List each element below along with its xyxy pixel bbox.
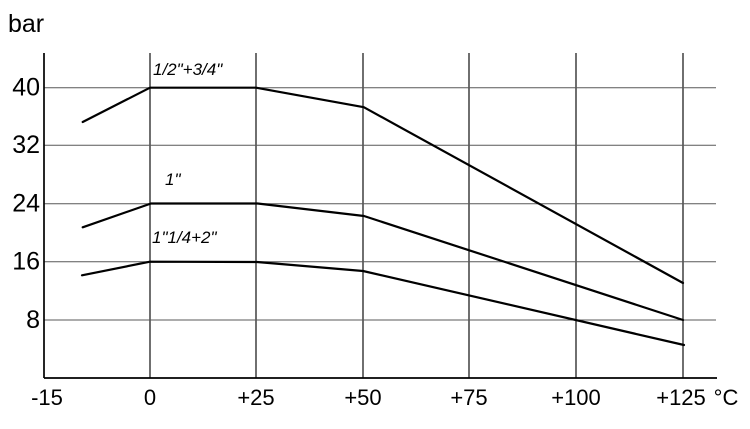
svg-text:32: 32 — [12, 131, 40, 159]
svg-text:bar: bar — [8, 10, 44, 38]
svg-text:1": 1" — [165, 170, 181, 189]
svg-text:-15: -15 — [31, 385, 63, 410]
svg-text:+25: +25 — [237, 385, 274, 410]
svg-text:0: 0 — [144, 385, 156, 410]
svg-text:1/2"+3/4": 1/2"+3/4" — [153, 60, 223, 79]
svg-text:+100: +100 — [551, 385, 601, 410]
svg-text:+75: +75 — [450, 385, 487, 410]
svg-text:16: 16 — [12, 248, 40, 276]
svg-text:+50: +50 — [344, 385, 381, 410]
svg-text:°C: °C — [714, 385, 739, 410]
svg-text:24: 24 — [12, 190, 40, 218]
svg-text:+125: +125 — [656, 385, 706, 410]
svg-text:1"1/4+2": 1"1/4+2" — [152, 228, 218, 247]
svg-text:8: 8 — [26, 306, 40, 334]
svg-text:40: 40 — [12, 74, 40, 102]
